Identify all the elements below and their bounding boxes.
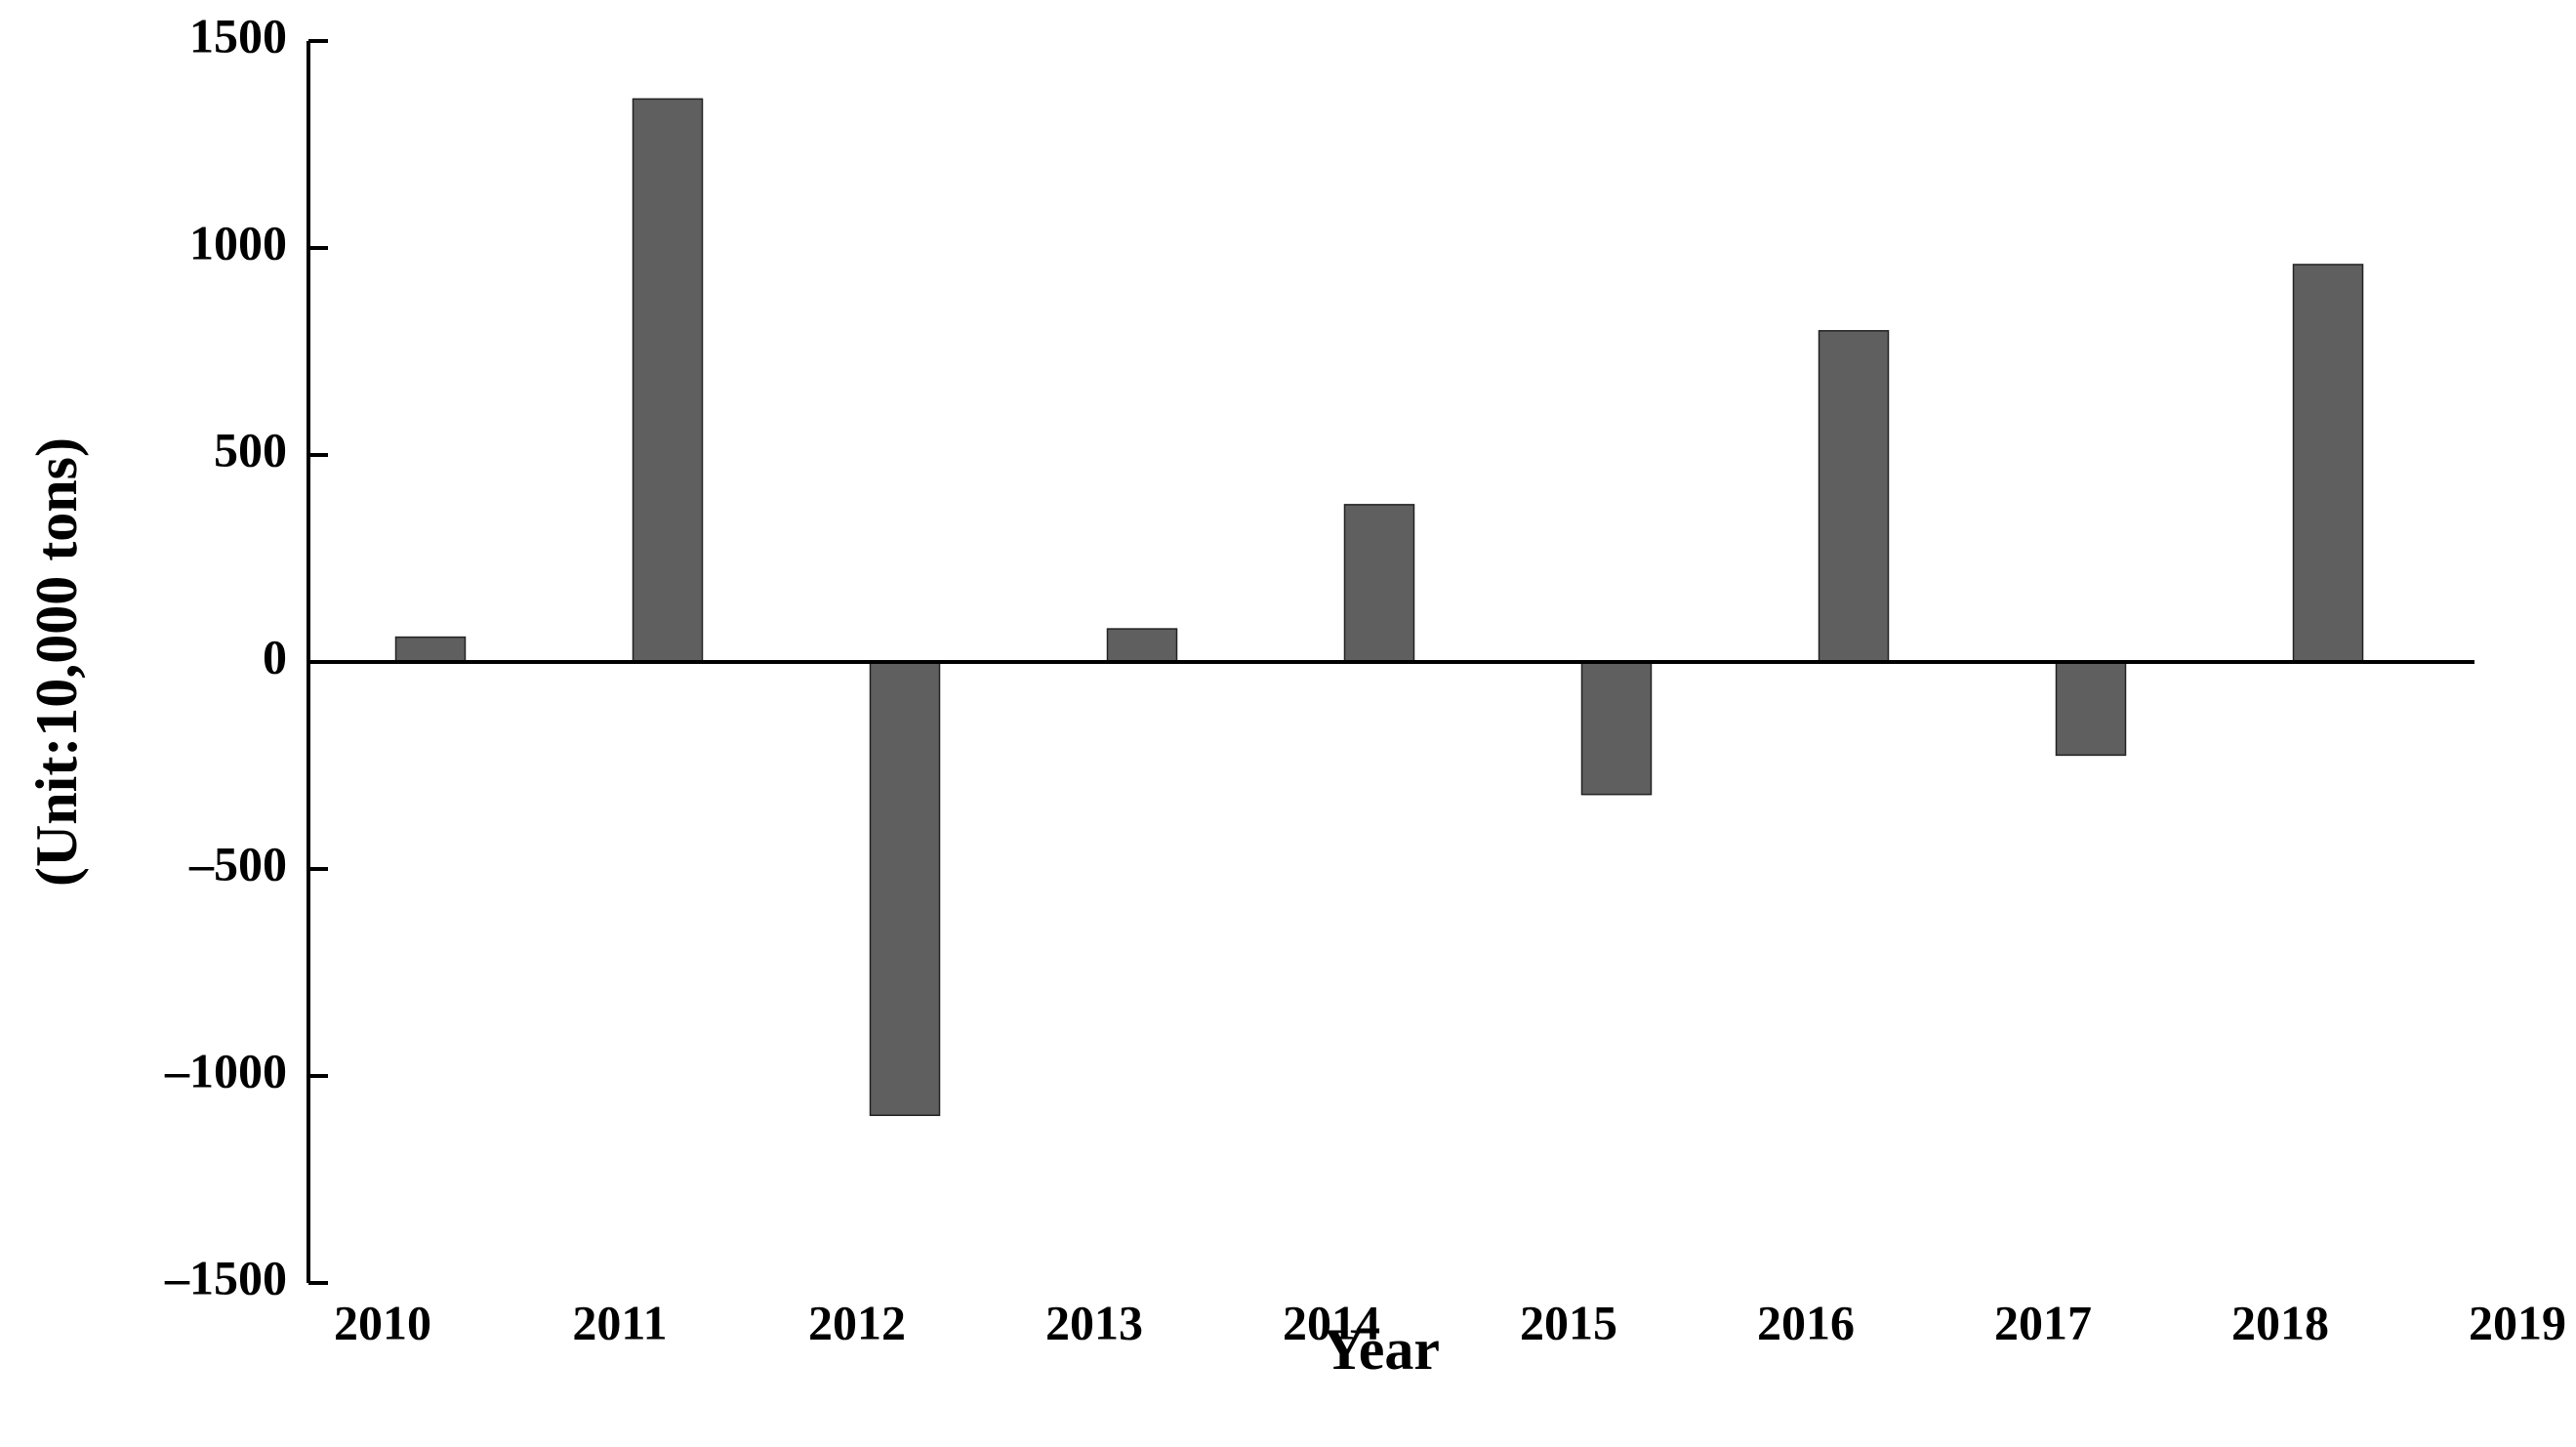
y-tick-label: 1000 [189, 215, 287, 269]
x-tick-label: 2011 [572, 1295, 667, 1349]
x-tick-label: 2014 [1283, 1295, 1380, 1349]
x-tick-label: 2012 [808, 1295, 906, 1349]
y-tick-label: –1500 [164, 1250, 287, 1304]
x-tick-label: 2019 [2469, 1295, 2566, 1349]
y-tick-label: 1500 [189, 8, 287, 62]
x-tick-label: 2015 [1520, 1295, 1617, 1349]
bar [632, 98, 704, 663]
x-tick-label: 2018 [2231, 1295, 2329, 1349]
y-axis-title: (Unit:10,000 tons) [24, 437, 89, 887]
bar [1818, 330, 1890, 663]
bar [2055, 661, 2127, 757]
x-tick-label: 2016 [1757, 1295, 1855, 1349]
x-tick-label: 2010 [334, 1295, 431, 1349]
bar [2292, 264, 2364, 663]
bar [394, 636, 467, 663]
bar [1343, 504, 1415, 663]
x-tick-label: 2017 [1994, 1295, 2092, 1349]
y-tick-label: –500 [188, 836, 287, 890]
y-tick-label: –1000 [164, 1043, 287, 1097]
bar [1106, 628, 1178, 663]
bar [1580, 661, 1653, 796]
x-axis-title: Year [1323, 1317, 1440, 1382]
y-tick-label: 0 [263, 629, 287, 683]
bar [869, 661, 941, 1117]
x-tick-label: 2013 [1045, 1295, 1143, 1349]
y-tick-label: 500 [214, 422, 287, 476]
